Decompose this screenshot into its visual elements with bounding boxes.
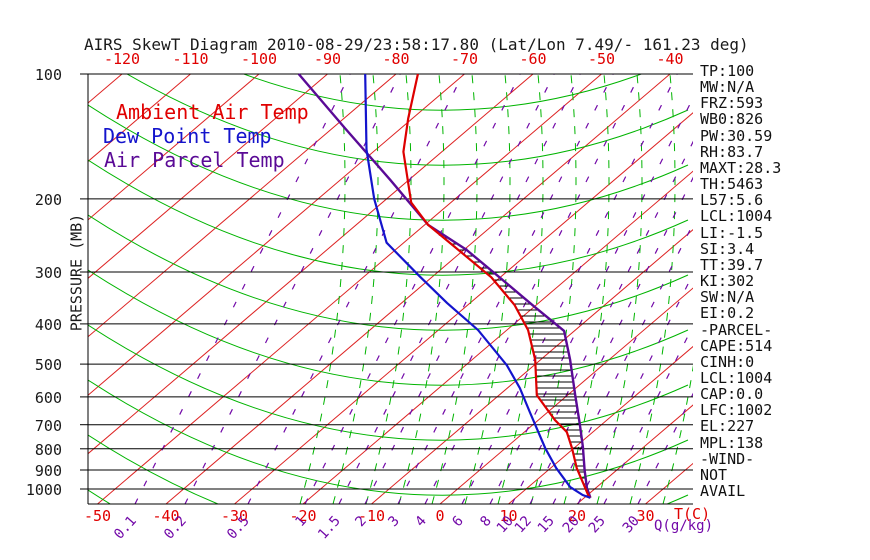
panel-index-line: L57:5.6	[700, 191, 764, 210]
indices-panel: TP:100 MW:N/A FRZ:593 WB0:826 PW:30.59 RH:83.…	[700, 63, 781, 499]
temp-axis-label: T(C)	[674, 505, 711, 523]
pressure-tick-label: 700	[34, 416, 62, 435]
legend-dew-point-temp: Dew Point Temp	[103, 124, 272, 148]
panel-index-line: LFC:1002	[700, 401, 773, 420]
pressure-tick-label: 100	[34, 66, 62, 84]
panel-index-line: SW:N/A	[700, 288, 755, 307]
panel-index-line: LCL:1004	[700, 207, 773, 226]
panel-index-line: TT:39.7	[700, 255, 764, 274]
pressure-axis-label: PRESSURE (MB)	[67, 213, 86, 332]
panel-index-line: KI:302	[700, 272, 755, 291]
panel-index-line: WB0:826	[700, 110, 764, 129]
top-temp-tick-label: -120	[103, 50, 141, 68]
panel-index-line: AVAIL	[700, 482, 746, 501]
panel-index-line: FRZ:593	[700, 94, 764, 113]
panel-index-line: RH:83.7	[700, 142, 764, 161]
panel-index-line: MAXT:28.3	[700, 158, 782, 177]
ambient-air-temp-curve	[402, 73, 592, 499]
panel-index-line: SI:3.4	[700, 239, 755, 258]
panel-index-line: LI:-1.5	[700, 223, 764, 242]
pressure-tick-label: 400	[34, 315, 62, 334]
pressure-tick-label: 600	[34, 388, 62, 407]
bottom-temp-tick-label: 10	[499, 507, 518, 525]
cape-hatch-area	[436, 231, 587, 485]
pressure-tick-label: 900	[34, 462, 62, 480]
isotherm-lines	[88, 74, 693, 504]
legend-air-parcel-temp: Air Parcel Temp	[104, 148, 285, 172]
top-temp-tick-label: -50	[587, 50, 616, 68]
dry-adiabat-lines	[88, 74, 689, 504]
top-temp-tick-label: -110	[172, 50, 209, 68]
top-temp-tick-label: -80	[382, 50, 410, 68]
panel-index-line: TH:5463	[700, 175, 764, 194]
panel-index-line: PW:30.59	[700, 126, 773, 145]
bottom-temp-tick-label: 30	[636, 507, 655, 525]
air-parcel-temp-curve	[297, 73, 592, 499]
panel-index-line: NOT	[700, 465, 728, 484]
bottom-temp-tick-label: -30	[220, 507, 249, 525]
moist-adiabat-lines	[299, 74, 693, 504]
pressure-tick-label: 200	[34, 190, 62, 209]
page-title: AIRS SkewT Diagram 2010-08-29/23:58:17.8…	[84, 35, 749, 54]
pressure-tick-label: 500	[34, 356, 62, 375]
panel-index-line: -PARCEL-	[700, 320, 773, 339]
bottom-temp-tick-label: -20	[289, 507, 317, 525]
legend-ambient-air-temp: Ambient Air Temp	[116, 100, 309, 124]
pressure-tick-label: 800	[34, 440, 62, 459]
bottom-temp-tick-label: 0	[435, 507, 445, 525]
panel-index-line: LCL:1004	[700, 368, 773, 387]
pressure-tick-label: 300	[34, 264, 62, 282]
panel-index-line: TP:100	[700, 62, 755, 80]
panel-index-line: MW:N/A	[700, 78, 755, 97]
panel-index-line: CAPE:514	[700, 336, 773, 355]
bottom-temp-tick-label: -40	[152, 507, 180, 525]
bottom-temp-tick-label: -10	[357, 507, 386, 525]
panel-index-line: MPL:138	[700, 433, 764, 452]
mixing-ratio-axis-label: Q(g/kg)	[654, 518, 714, 534]
top-temp-tick-label: -60	[519, 50, 547, 68]
panel-index-line: CINH:0	[700, 352, 755, 371]
pressure-lines	[80, 73, 693, 505]
mixing-ratio-lines	[134, 74, 693, 504]
top-temp-tick-label: -40	[656, 50, 684, 68]
panel-index-line: CAP:0.0	[700, 385, 764, 404]
top-temp-tick-label: -90	[313, 50, 342, 68]
panel-index-line: EL:227	[700, 417, 755, 436]
pressure-tick-label: 1000	[25, 481, 62, 499]
top-temp-tick-label: -70	[450, 50, 479, 68]
bottom-temp-tick-label: -50	[83, 507, 112, 525]
panel-index-line: EI:0.2	[700, 304, 755, 323]
top-temp-tick-label: -100	[240, 50, 278, 68]
dew-point-temp-curve	[364, 73, 591, 499]
panel-index-line: -WIND-	[700, 449, 755, 468]
bottom-temp-tick-label: 20	[567, 507, 587, 525]
